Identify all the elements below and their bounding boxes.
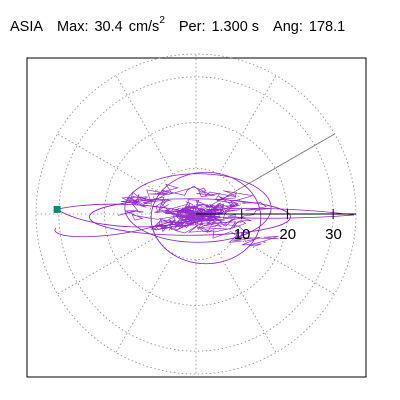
per-value: 1.300 s: [211, 18, 260, 35]
grid-spoke-120: [115, 75, 174, 175]
trace-core: [117, 183, 280, 247]
trace-loop-2: [89, 198, 291, 236]
radial-axis: [196, 209, 356, 219]
station-name: ASIA: [10, 18, 44, 35]
reference-line: [195, 133, 335, 215]
grid-spoke-240: [115, 253, 174, 353]
plot-frame: [26, 57, 367, 378]
per-label: Per:: [178, 18, 206, 35]
tick-label-30: 30: [325, 226, 342, 243]
trace-excursion-right: [200, 207, 355, 219]
trace-excursion-lower: [54, 219, 177, 238]
tick-label-10: 10: [234, 226, 251, 243]
chart-header: ASIA Max: 30.4 cm/s2 Per: 1.300 s Ang: 178.1: [10, 15, 346, 35]
grid-spoke-210: [57, 236, 157, 295]
trace-loop-1: [124, 173, 272, 243]
max-point-marker: [53, 205, 61, 213]
max-unit: cm/s: [128, 18, 160, 35]
tick-label-20: 20: [279, 226, 296, 243]
max-value: 30.4: [94, 18, 123, 35]
marks: [53, 205, 61, 213]
grid-spoke-330: [235, 236, 335, 295]
grid-spoke-150: [57, 133, 157, 192]
particle-motion-trace: [54, 171, 355, 265]
grid-spoke-300: [218, 253, 277, 353]
ang-label: Ang:: [273, 18, 303, 35]
max-label: Max:: [57, 18, 89, 35]
ang-value: 178.1: [308, 18, 346, 35]
radial-tick-labels: 10 20 30: [234, 226, 342, 243]
trace-excursion-left: [56, 203, 189, 228]
max-unit-exponent: 2: [159, 15, 165, 26]
grid-spoke-60: [218, 75, 277, 175]
